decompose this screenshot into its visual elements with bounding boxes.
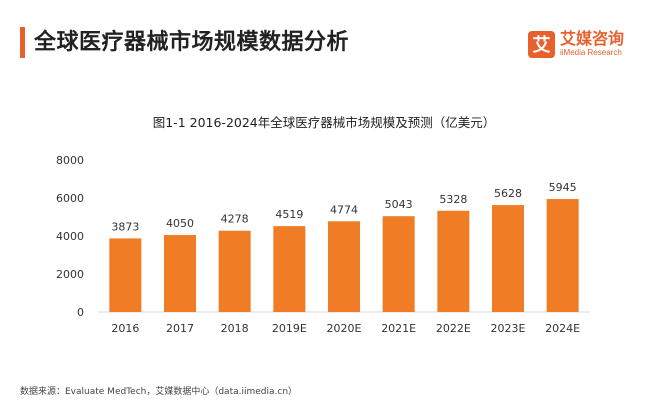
x-tick-label: 2024E (545, 322, 580, 335)
x-axis: 2016 2017 2018 2019E 2020E 2021E 2022E 2023E 202… (111, 322, 580, 335)
bar (492, 205, 524, 312)
y-tick-label: 4000 (56, 230, 84, 243)
brand-subtitle: iiMedia Research (559, 48, 622, 57)
brand-name: 艾媒咨询 (559, 29, 624, 48)
bar (218, 230, 251, 312)
x-tick-label: 2020E (327, 322, 362, 335)
y-axis: 0 2000 4000 6000 8000 (56, 154, 84, 319)
bar (382, 216, 415, 312)
y-tick-label: 0 (77, 306, 84, 319)
bar-value-label: 5328 (439, 193, 467, 206)
bar-value-label: 4278 (221, 213, 249, 226)
source-note: 数据来源：Evaluate MedTech，艾媒数据中心（data.iimedi… (20, 387, 298, 397)
bar (328, 221, 360, 312)
bar-series (109, 199, 579, 312)
bar-chart: 图1-1 2016-2024年全球医疗器械市场规模及预测（亿美元） 0 2000 4… (56, 115, 590, 335)
x-tick-label: 2023E (491, 322, 526, 335)
x-tick-label: 2021E (381, 322, 416, 335)
bar (546, 199, 579, 312)
chart-title: 图1-1 2016-2024年全球医疗器械市场规模及预测（亿美元） (153, 115, 496, 130)
bar-value-label: 4774 (330, 203, 358, 216)
bar-value-labels: 3873 4050 4278 4519 4774 5043 5328 5628 5945 (111, 181, 576, 233)
y-tick-label: 6000 (56, 192, 84, 205)
bar-value-label: 4050 (166, 217, 194, 230)
bar-value-label: 3873 (111, 220, 139, 233)
y-tick-label: 2000 (56, 268, 84, 281)
x-tick-label: 2018 (221, 322, 249, 335)
bar (437, 210, 470, 312)
brand-logo: 艾 艾媒咨询 iiMedia Research (527, 28, 624, 60)
x-tick-label: 2017 (166, 322, 194, 335)
brand-mark-glyph: 艾 (532, 34, 550, 56)
bar (273, 226, 306, 312)
title-accent-bar (20, 27, 25, 58)
page-title: 全球医疗器械市场规模数据分析 (34, 30, 350, 55)
x-tick-label: 2016 (111, 322, 139, 335)
bar-value-label: 5945 (549, 181, 577, 194)
y-tick-label: 8000 (56, 154, 84, 167)
brand-mark-text: 艾 (532, 34, 550, 56)
bar-value-label: 4519 (275, 208, 303, 221)
bar (164, 235, 196, 312)
bar-value-label: 5628 (494, 187, 522, 200)
x-tick-label: 2019E (272, 322, 307, 335)
brand-mark-icon: 艾 (527, 30, 555, 58)
x-tick-label: 2022E (436, 322, 471, 335)
bar (109, 238, 142, 312)
bar-value-label: 5043 (385, 198, 413, 211)
